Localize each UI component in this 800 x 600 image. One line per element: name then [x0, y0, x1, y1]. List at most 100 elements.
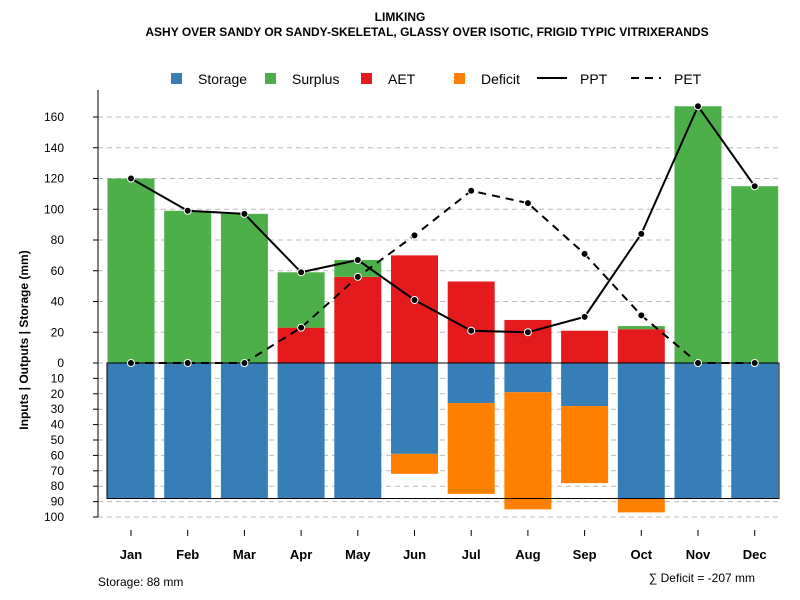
bar-surplus [617, 326, 665, 330]
point-ppt [410, 295, 419, 304]
bar-storage [391, 363, 438, 454]
bar-storage [164, 363, 212, 499]
point-ppt [580, 312, 589, 321]
x-tick-label: Dec [743, 547, 767, 562]
bar-deficit [391, 453, 438, 474]
bar-storage [617, 363, 665, 499]
x-tick-label: Apr [290, 547, 312, 562]
bar-storage [447, 363, 495, 404]
bar-aet [334, 276, 382, 363]
storage-note: Storage: 88 mm [98, 575, 183, 589]
bar-storage [504, 363, 552, 393]
point-ppt [637, 229, 646, 238]
legend-swatch-surplus [265, 73, 276, 84]
y-tick-label: 0 [57, 356, 64, 370]
bar-deficit [447, 403, 495, 494]
bar-aet [617, 329, 665, 363]
point-ppt [694, 102, 702, 111]
y-tick-label: 50 [51, 433, 65, 447]
y-tick-label: 120 [44, 172, 64, 186]
line-pet [131, 189, 755, 364]
bar-storage [334, 363, 382, 499]
legend-label-aet: AET [388, 71, 416, 87]
point-pet [127, 359, 135, 367]
legend-label-ppt: PPT [580, 71, 608, 87]
point-pet [637, 311, 646, 320]
deficit-total: ∑ Deficit = -207 mm [649, 571, 755, 585]
y-tick-label: 60 [51, 448, 65, 462]
legend-label-storage: Storage [198, 71, 247, 87]
x-tick-label: Jun [403, 547, 426, 562]
bar-storage [277, 363, 325, 499]
point-ppt [183, 206, 192, 215]
point-pet [353, 272, 362, 281]
y-tick-label: 40 [51, 295, 65, 309]
y-tick-label: 80 [51, 233, 65, 247]
bar-aet [504, 319, 552, 363]
bar-aet [277, 327, 325, 363]
point-pet [467, 186, 476, 195]
x-tick-label: Oct [630, 547, 652, 562]
bar-surplus [674, 106, 722, 364]
legend-label-pet: PET [674, 71, 702, 87]
point-pet [297, 323, 306, 332]
bar-storage [220, 363, 268, 499]
point-ppt [297, 268, 306, 277]
x-tick-label: Sep [573, 547, 597, 562]
y-tick-label: 100 [44, 202, 64, 216]
point-ppt [240, 209, 249, 218]
x-tick-label: Feb [176, 547, 199, 562]
bar-surplus [220, 213, 268, 363]
legend-label-deficit: Deficit [481, 71, 520, 87]
y-tick-label: 40 [51, 418, 65, 432]
y-tick-label: 20 [51, 387, 65, 401]
line-ppt [130, 104, 756, 334]
point-pet [240, 359, 249, 367]
bar-deficit [561, 406, 609, 484]
point-pet [183, 359, 192, 367]
y-tick-label: 160 [44, 110, 64, 124]
y-tick-label: 90 [51, 495, 65, 509]
point-pet [523, 199, 532, 208]
bar-surplus [107, 178, 155, 363]
x-tick-label: Mar [233, 547, 256, 562]
point-ppt [750, 182, 759, 191]
x-tick-label: Jul [462, 547, 481, 562]
bar-deficit [504, 392, 552, 510]
legend-swatch-aet [361, 73, 372, 84]
legend-swatch-storage [171, 73, 182, 84]
x-tick-label: Nov [686, 547, 711, 562]
bar-storage [674, 363, 722, 499]
point-pet [750, 359, 759, 367]
y-tick-label: 60 [51, 264, 65, 278]
bar-storage [561, 363, 609, 407]
y-tick-label: 20 [51, 325, 65, 339]
point-ppt [523, 328, 532, 337]
x-tick-label: Aug [515, 547, 540, 562]
x-tick-label: May [345, 547, 371, 562]
y-tick-label: 30 [51, 402, 65, 416]
point-pet [410, 231, 419, 240]
x-tick-label: Jan [120, 547, 142, 562]
y-tick-label: 80 [51, 479, 65, 493]
y-tick-label: 140 [44, 141, 64, 155]
y-tick-label: 70 [51, 464, 65, 478]
bar-storage [731, 363, 779, 499]
bar-surplus [164, 210, 212, 363]
legend-swatch-deficit [454, 73, 465, 84]
bar-deficit [617, 498, 665, 513]
point-ppt [353, 255, 362, 264]
bar-storage [107, 363, 155, 499]
y-axis-label: Inputs | Outputs | Storage (mm) [17, 250, 31, 429]
chart-title: LIMKING [375, 10, 426, 24]
point-ppt [467, 326, 476, 335]
bar-surplus [731, 186, 779, 363]
point-pet [580, 249, 589, 258]
y-tick-label: 100 [44, 510, 64, 524]
bar-aet [561, 330, 609, 363]
chart-subtitle: ASHY OVER SANDY OR SANDY-SKELETAL, GLASS… [145, 25, 708, 39]
bar-surplus [334, 259, 382, 277]
point-pet [694, 359, 702, 367]
legend-label-surplus: Surplus [292, 71, 339, 87]
